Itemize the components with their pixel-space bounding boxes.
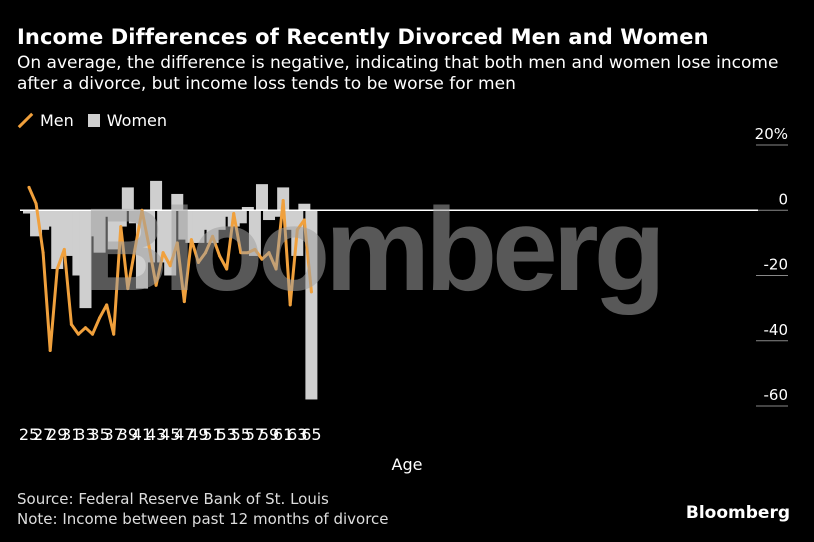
chart-title: Income Differences of Recently Divorced … — [17, 25, 709, 49]
men-point — [253, 247, 257, 251]
men-point — [161, 251, 165, 255]
men-point — [83, 326, 87, 330]
men-point — [41, 251, 45, 255]
men-point — [288, 303, 292, 307]
men-point — [267, 251, 271, 255]
men-point — [168, 264, 172, 268]
x-tick-label: 41 — [132, 425, 152, 444]
x-tick-label: 25 — [19, 425, 39, 444]
footnotes: Source: Federal Reserve Bank of St. Loui… — [17, 489, 389, 529]
men-point — [295, 228, 299, 232]
men-point — [48, 349, 52, 353]
men-point — [27, 185, 31, 189]
x-tick-label: 45 — [160, 425, 180, 444]
x-tick-label: 49 — [188, 425, 208, 444]
y-tick-label: -40 — [764, 321, 789, 339]
x-tick-label: 51 — [202, 425, 222, 444]
x-tick-label: 39 — [118, 425, 138, 444]
men-point — [246, 251, 250, 255]
chart-subtitle: On average, the difference is negative, … — [17, 53, 779, 94]
legend: Men Women — [17, 110, 181, 130]
y-tick-label: -20 — [764, 256, 789, 274]
women-bar — [263, 210, 276, 221]
source-text: Source: Federal Reserve Bank of St. Loui… — [17, 490, 329, 508]
women-bar — [114, 210, 127, 227]
men-point — [175, 241, 179, 245]
men-point — [218, 254, 222, 258]
note-text: Note: Income between past 12 months of d… — [17, 510, 389, 528]
legend-label-women: Women — [106, 110, 168, 130]
x-tick-label: 31 — [61, 425, 81, 444]
women-bar — [93, 210, 106, 253]
x-axis-title: Age — [392, 455, 423, 474]
men-point — [309, 290, 313, 294]
x-tick-label: 57 — [245, 425, 265, 444]
women-bar — [30, 210, 43, 237]
x-tick-label: 35 — [89, 425, 109, 444]
women-bar — [270, 210, 283, 217]
women-bar — [100, 210, 113, 217]
x-tick-label: 29 — [47, 425, 67, 444]
men-point — [126, 287, 130, 291]
men-point — [196, 260, 200, 264]
men-point — [225, 267, 229, 271]
men-point — [211, 234, 215, 238]
women-bar — [241, 206, 254, 211]
men-point — [69, 322, 73, 326]
men-point — [34, 202, 38, 206]
men-point — [91, 332, 95, 336]
men-point — [55, 267, 59, 271]
women-bar — [150, 180, 163, 211]
men-point — [62, 247, 66, 251]
x-tick-label: 47 — [174, 425, 194, 444]
men-point — [140, 208, 144, 212]
men-point — [274, 267, 278, 271]
x-tick-label: 55 — [231, 425, 251, 444]
y-tick-label: 20% — [755, 125, 788, 143]
x-tick-label: 43 — [146, 425, 166, 444]
men-point — [119, 225, 123, 229]
men-point — [133, 247, 137, 251]
women-bar — [220, 210, 233, 217]
x-tick-label: 65 — [301, 425, 321, 444]
y-tick-label: -60 — [764, 386, 789, 404]
men-point — [182, 300, 186, 304]
brand-logo: Bloomberg — [685, 503, 790, 523]
men-point — [232, 212, 236, 216]
men-point — [105, 303, 109, 307]
women-bar — [255, 184, 268, 211]
women-bar — [298, 203, 311, 211]
men-point — [112, 332, 116, 336]
women-bar — [248, 210, 261, 256]
men-point — [98, 316, 102, 320]
women-bar — [171, 193, 184, 211]
legend-label-men: Men — [40, 110, 74, 130]
women-bar-swatch-icon — [87, 113, 100, 127]
x-tick-label: 61 — [273, 425, 293, 444]
women-bar — [23, 210, 35, 214]
women-bar — [121, 187, 134, 211]
x-tick-label: 27 — [33, 425, 53, 444]
men-point — [260, 257, 264, 261]
men-point — [189, 238, 193, 242]
men-point — [302, 218, 306, 222]
legend-item-women: Women — [87, 110, 168, 130]
men-point — [76, 332, 80, 336]
men-point — [204, 251, 207, 255]
x-tick-label: 33 — [75, 425, 95, 444]
x-tick-label: 37 — [104, 425, 124, 444]
men-point — [147, 244, 151, 248]
x-tick-label: 53 — [217, 425, 237, 444]
men-point — [154, 283, 158, 287]
men-point — [239, 251, 243, 255]
x-tick-label: 59 — [259, 425, 279, 444]
legend-item-men: Men — [17, 111, 74, 130]
women-bar — [277, 187, 290, 211]
x-tick-label: 63 — [287, 425, 307, 444]
y-tick-label: 0 — [778, 190, 788, 208]
women-bar — [234, 210, 247, 224]
men-point — [281, 198, 285, 202]
